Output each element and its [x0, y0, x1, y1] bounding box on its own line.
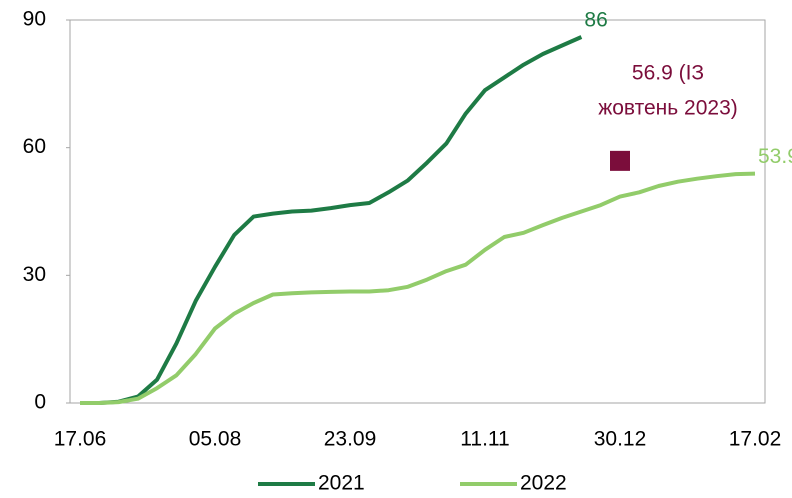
data-label: 56.9 (ІЗ: [632, 61, 704, 84]
legend-label: 2021: [318, 472, 365, 493]
x-tick-label: 23.09: [324, 428, 377, 451]
y-tick-label: 30: [23, 263, 46, 286]
end-label: 86: [584, 9, 607, 32]
y-tick-label: 90: [23, 8, 46, 31]
y-tick-label: 0: [34, 391, 46, 414]
x-tick-label: 30.12: [594, 428, 647, 451]
x-tick-label: 17.06: [54, 428, 107, 451]
legend-label: 2022: [520, 472, 567, 493]
marker: [610, 150, 630, 171]
data-label: жовтень 2023): [598, 96, 738, 119]
series-line: [80, 171, 756, 405]
x-tick-label: 17.02: [729, 428, 782, 451]
plot-frame: [69, 19, 766, 404]
series-line: [80, 35, 583, 405]
y-tick-label: 60: [23, 135, 46, 158]
x-tick-label: 11.11: [460, 428, 509, 451]
end-label: 53.9: [758, 145, 792, 168]
x-tick-label: 05.08: [189, 428, 242, 451]
